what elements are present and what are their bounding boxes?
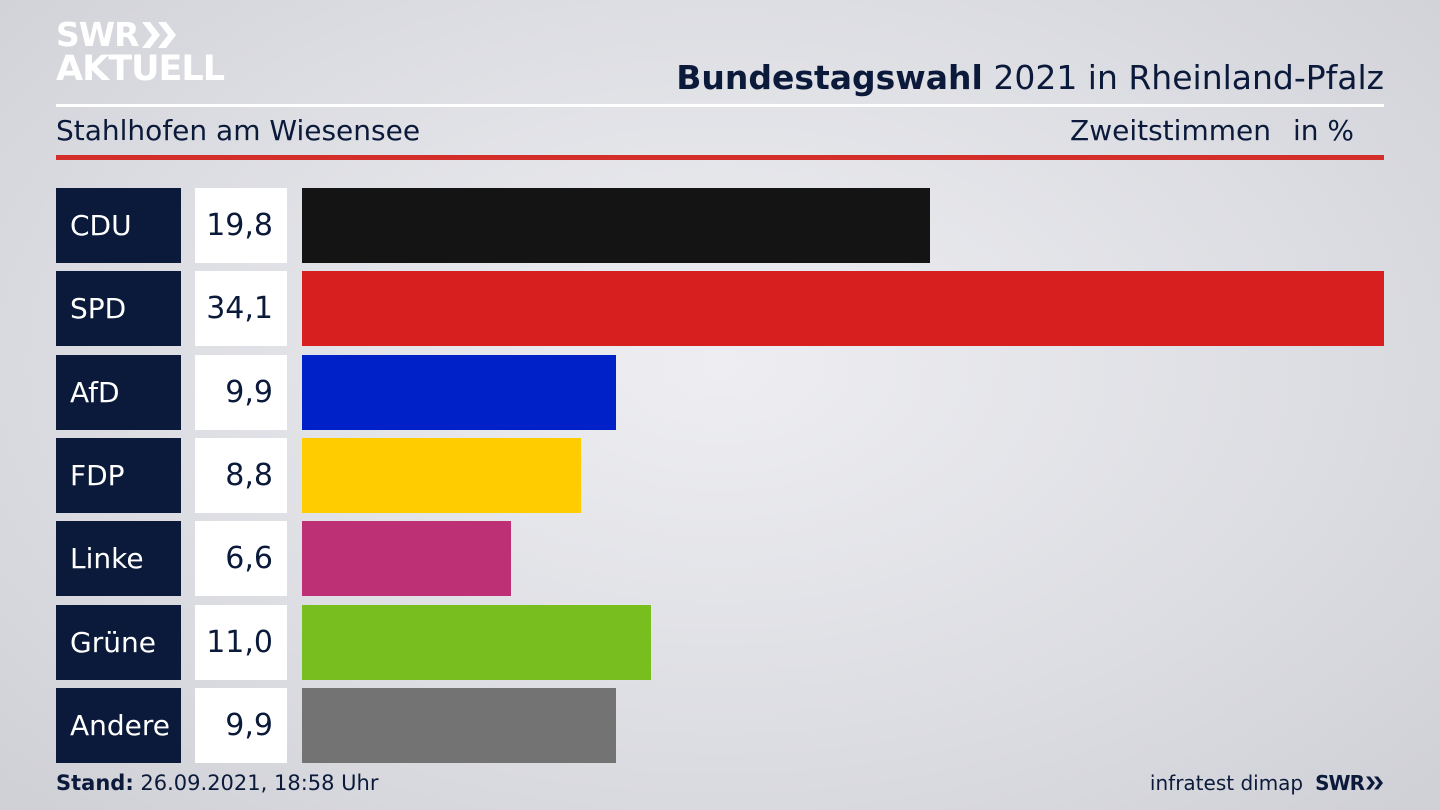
stand-value: 26.09.2021, 18:58 Uhr: [133, 771, 379, 795]
measure-text: Zweitstimmen: [1070, 114, 1271, 147]
bar-row-fdp: FDP 8,8: [56, 437, 1384, 513]
value-label: 19,8: [195, 188, 287, 263]
stand-label: Stand:: [56, 771, 134, 795]
value-label: 9,9: [195, 687, 287, 763]
swr-brand-text: SWR: [1315, 771, 1365, 795]
logo-line2: AKTUELL: [56, 49, 225, 89]
party-label: Linke: [56, 521, 181, 597]
logo-line1: SWR: [56, 15, 140, 54]
measure-label: Zweitstimmen in %: [1070, 114, 1354, 147]
chart-subtitle: Stahlhofen am Wiesensee: [56, 114, 421, 147]
title-rest: 2021 in Rheinland-Pfalz: [982, 58, 1384, 97]
bar-row-spd: SPD 34,1: [56, 271, 1384, 347]
header-divider: [56, 104, 1384, 107]
party-label: CDU: [56, 188, 181, 263]
value-label: 34,1: [195, 271, 287, 347]
party-label: SPD: [56, 271, 181, 347]
double-chevron-icon: [141, 22, 176, 48]
bar-row-andere: Andere 9,9: [56, 687, 1384, 763]
source-text: infratest dimap: [1149, 771, 1304, 795]
party-label: Andere: [56, 687, 181, 763]
value-label: 6,6: [195, 521, 287, 597]
timestamp: Stand: 26.09.2021, 18:58 Uhr: [56, 771, 379, 795]
chart-title: Bundestagswahl 2021 in Rheinland-Pfalz: [676, 58, 1384, 97]
bar-row-afd: AfD 9,9: [56, 354, 1384, 430]
bar-row-cdu: CDU 19,8: [56, 188, 1384, 263]
bar: [302, 354, 617, 430]
bar: [302, 604, 652, 680]
party-label: FDP: [56, 437, 181, 513]
bar-row-grne: Grüne 11,0: [56, 604, 1384, 680]
swr-brand: SWR: [1315, 771, 1384, 795]
unit-text: in %: [1292, 114, 1354, 147]
party-label: AfD: [56, 354, 181, 430]
title-bold: Bundestagswahl: [676, 58, 983, 97]
bar: [302, 521, 512, 597]
bar: [302, 188, 931, 263]
swr-aktuell-logo: SWR AKTUELL: [56, 15, 225, 89]
bar: [302, 437, 582, 513]
bar-row-linke: Linke 6,6: [56, 521, 1384, 597]
party-label: Grüne: [56, 604, 181, 680]
bar: [302, 271, 1384, 347]
source-credit: infratest dimap SWR: [1150, 771, 1384, 795]
value-label: 8,8: [195, 437, 287, 513]
value-label: 9,9: [195, 354, 287, 430]
value-label: 11,0: [195, 604, 287, 680]
subtitle-divider: [56, 155, 1384, 160]
double-chevron-icon: [1366, 776, 1383, 790]
bar: [302, 687, 617, 763]
